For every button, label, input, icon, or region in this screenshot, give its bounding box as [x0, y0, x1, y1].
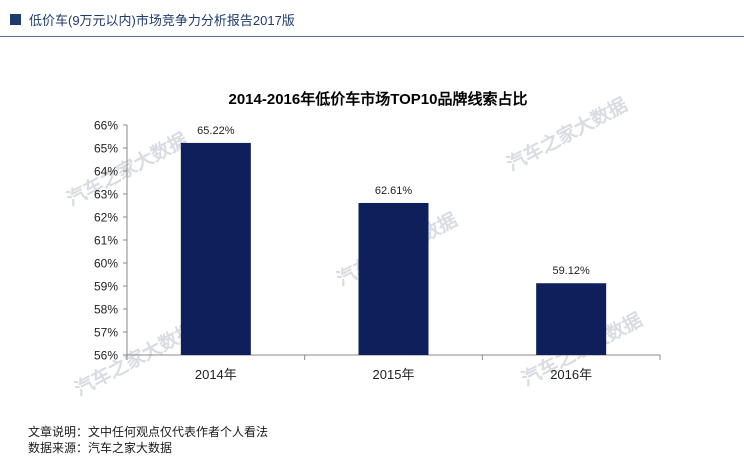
footer: 文章说明：文中任何观点仅代表作者个人看法 数据来源：汽车之家大数据 — [28, 424, 268, 456]
header-divider — [0, 36, 744, 37]
y-tick-label: 63% — [94, 188, 118, 202]
y-tick-label: 60% — [94, 257, 118, 271]
data-label: 59.12% — [553, 265, 591, 277]
y-tick-label: 57% — [94, 326, 118, 340]
watermark-text: 汽车之家大数据 — [71, 318, 199, 401]
report-header: 低价车(9万元以内)市场竞争力分析报告2017版 — [10, 6, 295, 32]
header-marker-icon — [10, 13, 21, 25]
y-tick-label: 65% — [94, 142, 118, 156]
footer-note: 文章说明：文中任何观点仅代表作者个人看法 — [28, 425, 269, 439]
footer-source: 数据来源：汽车之家大数据 — [28, 441, 173, 455]
y-tick-label: 56% — [94, 349, 118, 363]
bar-2 — [358, 202, 429, 355]
report-title: 低价车(9万元以内)市场竞争力分析报告2017版 — [29, 12, 295, 28]
y-tick-label: 64% — [94, 165, 118, 179]
x-tick-label: 2015年 — [373, 367, 415, 382]
y-tick-label: 66% — [94, 119, 118, 133]
y-tick-label: 58% — [94, 303, 118, 317]
bar-chart: 汽车之家大数据汽车之家大数据汽车之家大数据汽车之家大数据汽车之家大数据2014-… — [63, 90, 661, 401]
y-tick-label: 59% — [94, 280, 118, 294]
data-label: 65.22% — [197, 125, 235, 137]
y-tick-label: 62% — [94, 211, 118, 225]
chart-title: 2014-2016年低价车市场TOP10品牌线索占比 — [229, 90, 528, 108]
x-tick-label: 2014年 — [195, 367, 237, 382]
data-label: 62.61% — [375, 185, 413, 197]
bar-1 — [180, 142, 251, 355]
bar-3 — [536, 283, 607, 355]
x-tick-label: 2016年 — [550, 367, 592, 382]
y-tick-label: 61% — [94, 234, 118, 248]
